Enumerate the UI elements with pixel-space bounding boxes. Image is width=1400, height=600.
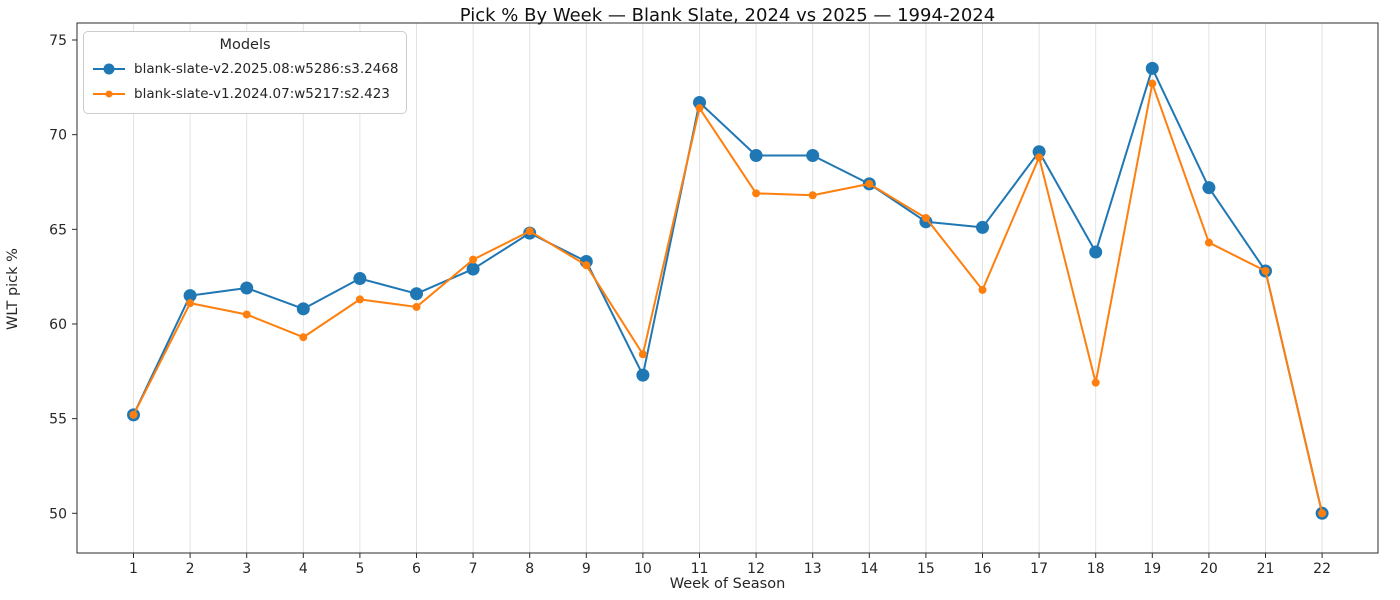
series-marker-0 bbox=[296, 302, 310, 316]
x-tick-label: 18 bbox=[1087, 561, 1105, 577]
series-marker-0 bbox=[466, 262, 480, 276]
legend-item-v1: blank-slate-v1.2024.07:w5217:s2.423 bbox=[92, 81, 398, 106]
y-tick-label: 75 bbox=[49, 33, 67, 49]
series-marker-0 bbox=[1202, 181, 1216, 195]
series-marker-1 bbox=[1148, 79, 1157, 88]
series-marker-1 bbox=[978, 285, 987, 294]
y-axis-label: WLT pick % bbox=[5, 248, 21, 330]
series-marker-1 bbox=[1204, 238, 1213, 247]
x-tick-label: 20 bbox=[1200, 561, 1218, 577]
series-marker-0 bbox=[806, 148, 820, 162]
series-line-0 bbox=[132, 67, 1324, 515]
series-marker-1 bbox=[1091, 378, 1100, 387]
x-tick-label: 16 bbox=[974, 561, 992, 577]
x-tick-label: 14 bbox=[860, 561, 878, 577]
x-tick-label: 1 bbox=[129, 561, 138, 577]
series-marker-1 bbox=[808, 191, 817, 200]
series-marker-1 bbox=[242, 310, 251, 319]
series-marker-0 bbox=[1032, 145, 1046, 159]
y-tick-label: 50 bbox=[49, 506, 67, 522]
series-marker-0 bbox=[1089, 245, 1103, 259]
legend-swatch-line-marker-icon bbox=[93, 63, 125, 74]
x-axis-label: Week of Season bbox=[669, 576, 786, 592]
series-marker-1 bbox=[469, 255, 478, 264]
series-marker-1 bbox=[1318, 509, 1327, 518]
series-marker-1 bbox=[355, 295, 364, 304]
series-marker-1 bbox=[921, 213, 930, 222]
series-marker-1 bbox=[1035, 153, 1044, 162]
series-marker-0 bbox=[749, 148, 763, 162]
x-tick-label: 5 bbox=[355, 561, 364, 577]
series-marker-1 bbox=[412, 302, 421, 311]
x-tick-label: 7 bbox=[469, 561, 478, 577]
series-marker-1 bbox=[525, 227, 534, 236]
series-marker-1 bbox=[1261, 266, 1270, 275]
series-line-1 bbox=[132, 82, 1324, 515]
x-tick-label: 8 bbox=[525, 561, 534, 577]
series-marker-0 bbox=[240, 281, 254, 295]
y-tick-label: 70 bbox=[49, 128, 67, 144]
x-tick-label: 19 bbox=[1143, 561, 1161, 577]
x-tick-label: 17 bbox=[1030, 561, 1048, 577]
x-tick-label: 12 bbox=[747, 561, 765, 577]
series-marker-1 bbox=[582, 261, 591, 270]
legend-label-v1: blank-slate-v1.2024.07:w5217:s2.423 bbox=[134, 85, 390, 102]
series-marker-1 bbox=[299, 333, 308, 342]
series-marker-0 bbox=[693, 95, 706, 109]
x-tick-label: 22 bbox=[1313, 561, 1331, 577]
series-marker-1 bbox=[752, 189, 761, 198]
x-tick-label: 21 bbox=[1257, 561, 1275, 577]
legend-item-v2: blank-slate-v2.2025.08:w5286:s3.2468 bbox=[92, 56, 398, 81]
series-marker-0 bbox=[353, 272, 367, 286]
y-tick-label: 55 bbox=[49, 412, 67, 428]
plot-border bbox=[76, 22, 1379, 554]
series-marker-0 bbox=[410, 287, 423, 301]
series-marker-1 bbox=[129, 410, 138, 419]
series-marker-0 bbox=[636, 368, 650, 382]
legend-swatch-line-marker-icon bbox=[93, 90, 125, 97]
x-tick-label: 4 bbox=[299, 561, 308, 577]
series-marker-0 bbox=[1145, 61, 1159, 75]
legend: Models blank-slate-v2.2025.08:w5286:s3.2… bbox=[83, 31, 407, 114]
y-tick-label: 65 bbox=[49, 222, 67, 238]
series-marker-1 bbox=[638, 350, 647, 359]
x-tick-label: 2 bbox=[186, 561, 195, 577]
x-tick-label: 6 bbox=[412, 561, 421, 577]
x-tick-label: 11 bbox=[691, 561, 709, 577]
series-marker-1 bbox=[865, 179, 874, 188]
series-marker-1 bbox=[186, 299, 195, 308]
series-marker-0 bbox=[183, 289, 197, 303]
x-tick-label: 10 bbox=[634, 561, 652, 577]
chart-title: Pick % By Week — Blank Slate, 2024 vs 20… bbox=[459, 5, 996, 26]
series-marker-1 bbox=[695, 104, 704, 113]
x-tick-label: 3 bbox=[242, 561, 251, 577]
x-tick-label: 15 bbox=[917, 561, 935, 577]
legend-title: Models bbox=[219, 37, 271, 53]
x-tick-label: 9 bbox=[582, 561, 591, 577]
legend-label-v2: blank-slate-v2.2025.08:w5286:s3.2468 bbox=[134, 60, 399, 77]
y-tick-label: 60 bbox=[49, 317, 67, 333]
series-marker-0 bbox=[976, 220, 989, 234]
x-tick-label: 13 bbox=[804, 561, 822, 577]
